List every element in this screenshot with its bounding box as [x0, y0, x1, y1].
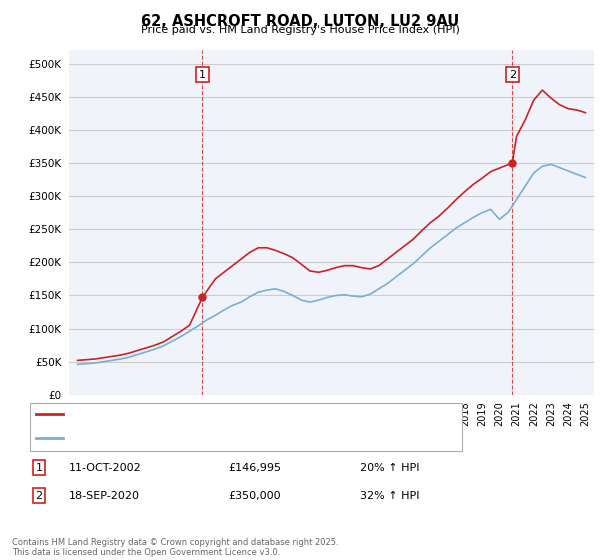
- Text: 62, ASHCROFT ROAD, LUTON, LU2 9AU (semi-detached house): 62, ASHCROFT ROAD, LUTON, LU2 9AU (semi-…: [69, 409, 395, 419]
- Text: 1: 1: [199, 69, 206, 80]
- Text: 20% ↑ HPI: 20% ↑ HPI: [360, 463, 419, 473]
- Text: 2: 2: [35, 491, 43, 501]
- Text: 18-SEP-2020: 18-SEP-2020: [69, 491, 140, 501]
- Text: 2: 2: [509, 69, 516, 80]
- Text: £146,995: £146,995: [228, 463, 281, 473]
- Text: 1: 1: [35, 463, 43, 473]
- Text: HPI: Average price, semi-detached house, Luton: HPI: Average price, semi-detached house,…: [69, 433, 320, 444]
- Text: 62, ASHCROFT ROAD, LUTON, LU2 9AU: 62, ASHCROFT ROAD, LUTON, LU2 9AU: [141, 14, 459, 29]
- Text: 11-OCT-2002: 11-OCT-2002: [69, 463, 142, 473]
- Text: Contains HM Land Registry data © Crown copyright and database right 2025.
This d: Contains HM Land Registry data © Crown c…: [12, 538, 338, 557]
- Text: Price paid vs. HM Land Registry's House Price Index (HPI): Price paid vs. HM Land Registry's House …: [140, 25, 460, 35]
- Text: 32% ↑ HPI: 32% ↑ HPI: [360, 491, 419, 501]
- Text: £350,000: £350,000: [228, 491, 281, 501]
